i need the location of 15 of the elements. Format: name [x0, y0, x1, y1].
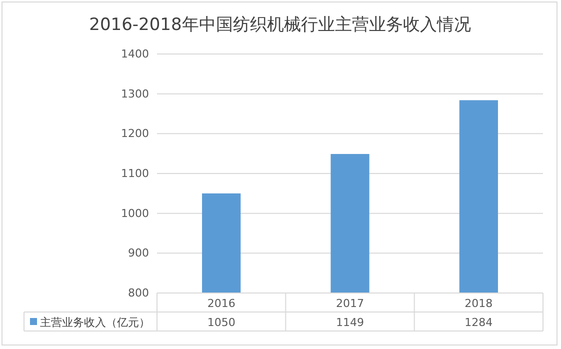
data-label: 1050 — [207, 316, 236, 329]
y-tick-label: 1400 — [121, 48, 149, 61]
legend-label: 主营业务收入（亿元） — [40, 316, 150, 329]
x-tick-label: 2016 — [207, 297, 236, 310]
y-tick-label: 1000 — [121, 206, 149, 220]
x-tick-label: 2017 — [336, 297, 364, 310]
y-tick-label: 1100 — [121, 167, 149, 180]
data-label: 1149 — [336, 316, 364, 329]
data-label: 1284 — [464, 316, 493, 329]
y-tick-label: 1300 — [121, 87, 149, 100]
x-tick-label: 2018 — [464, 297, 493, 310]
y-tick-label: 900 — [128, 246, 149, 260]
chart-title: 2016-2018年中国纺织机械行业主营业务收入情况 — [89, 15, 471, 35]
y-tick-label: 800 — [128, 286, 149, 300]
y-tick-label: 1200 — [121, 127, 149, 140]
